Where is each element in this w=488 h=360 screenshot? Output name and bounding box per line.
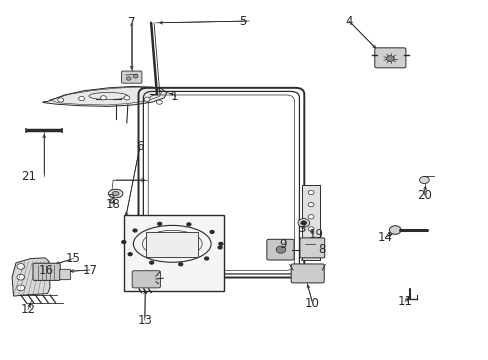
Text: 12: 12 bbox=[20, 303, 36, 316]
Text: 5: 5 bbox=[239, 14, 246, 27]
FancyBboxPatch shape bbox=[290, 264, 324, 283]
Text: 16: 16 bbox=[39, 264, 54, 276]
Text: 1: 1 bbox=[170, 90, 177, 103]
Circle shape bbox=[122, 240, 125, 243]
Circle shape bbox=[186, 223, 190, 226]
Text: 6: 6 bbox=[136, 140, 143, 153]
Bar bbox=[124, 215, 224, 292]
Text: 2: 2 bbox=[107, 193, 114, 206]
Circle shape bbox=[101, 96, 106, 100]
Bar bbox=[146, 232, 198, 257]
Circle shape bbox=[388, 226, 400, 234]
Circle shape bbox=[158, 222, 161, 225]
Text: 21: 21 bbox=[20, 170, 36, 183]
Text: 18: 18 bbox=[105, 198, 121, 211]
Text: 3: 3 bbox=[298, 222, 305, 235]
Circle shape bbox=[17, 264, 25, 269]
Text: 15: 15 bbox=[66, 252, 81, 265]
Text: 19: 19 bbox=[308, 228, 323, 241]
Circle shape bbox=[58, 98, 63, 102]
Text: 7: 7 bbox=[128, 16, 135, 29]
Circle shape bbox=[17, 274, 25, 280]
Text: 11: 11 bbox=[397, 295, 411, 308]
Circle shape bbox=[149, 261, 153, 264]
Circle shape bbox=[123, 96, 129, 100]
Circle shape bbox=[128, 253, 132, 256]
Text: 14: 14 bbox=[377, 231, 392, 244]
Circle shape bbox=[301, 221, 305, 225]
Circle shape bbox=[276, 246, 285, 253]
Circle shape bbox=[307, 215, 313, 219]
FancyBboxPatch shape bbox=[33, 263, 60, 280]
Circle shape bbox=[133, 75, 138, 78]
Circle shape bbox=[204, 257, 208, 260]
Polygon shape bbox=[42, 86, 166, 107]
FancyBboxPatch shape bbox=[266, 239, 293, 260]
Circle shape bbox=[307, 227, 313, 231]
Text: 13: 13 bbox=[137, 314, 152, 327]
Text: 8: 8 bbox=[318, 243, 325, 256]
FancyBboxPatch shape bbox=[60, 269, 70, 280]
Circle shape bbox=[17, 285, 25, 291]
Circle shape bbox=[179, 263, 182, 266]
FancyBboxPatch shape bbox=[132, 271, 160, 288]
FancyBboxPatch shape bbox=[374, 48, 405, 68]
Circle shape bbox=[144, 97, 150, 102]
Text: 17: 17 bbox=[82, 264, 97, 276]
Circle shape bbox=[307, 203, 313, 207]
Circle shape bbox=[219, 242, 223, 245]
Polygon shape bbox=[12, 258, 50, 296]
Circle shape bbox=[79, 96, 84, 101]
Text: 20: 20 bbox=[416, 189, 431, 202]
Ellipse shape bbox=[108, 189, 122, 198]
Ellipse shape bbox=[112, 192, 119, 196]
Bar bbox=[301, 185, 320, 260]
Circle shape bbox=[297, 219, 309, 227]
Circle shape bbox=[133, 229, 137, 232]
Circle shape bbox=[386, 56, 393, 62]
Circle shape bbox=[307, 239, 313, 243]
FancyBboxPatch shape bbox=[299, 238, 324, 258]
Text: 4: 4 bbox=[345, 14, 352, 27]
Circle shape bbox=[126, 77, 131, 80]
Circle shape bbox=[307, 251, 313, 255]
Circle shape bbox=[218, 246, 222, 249]
Circle shape bbox=[156, 100, 162, 104]
Circle shape bbox=[419, 176, 428, 184]
Circle shape bbox=[307, 190, 313, 195]
Circle shape bbox=[210, 230, 214, 233]
FancyBboxPatch shape bbox=[121, 71, 142, 83]
Text: 10: 10 bbox=[305, 297, 319, 310]
Text: 9: 9 bbox=[279, 238, 286, 251]
